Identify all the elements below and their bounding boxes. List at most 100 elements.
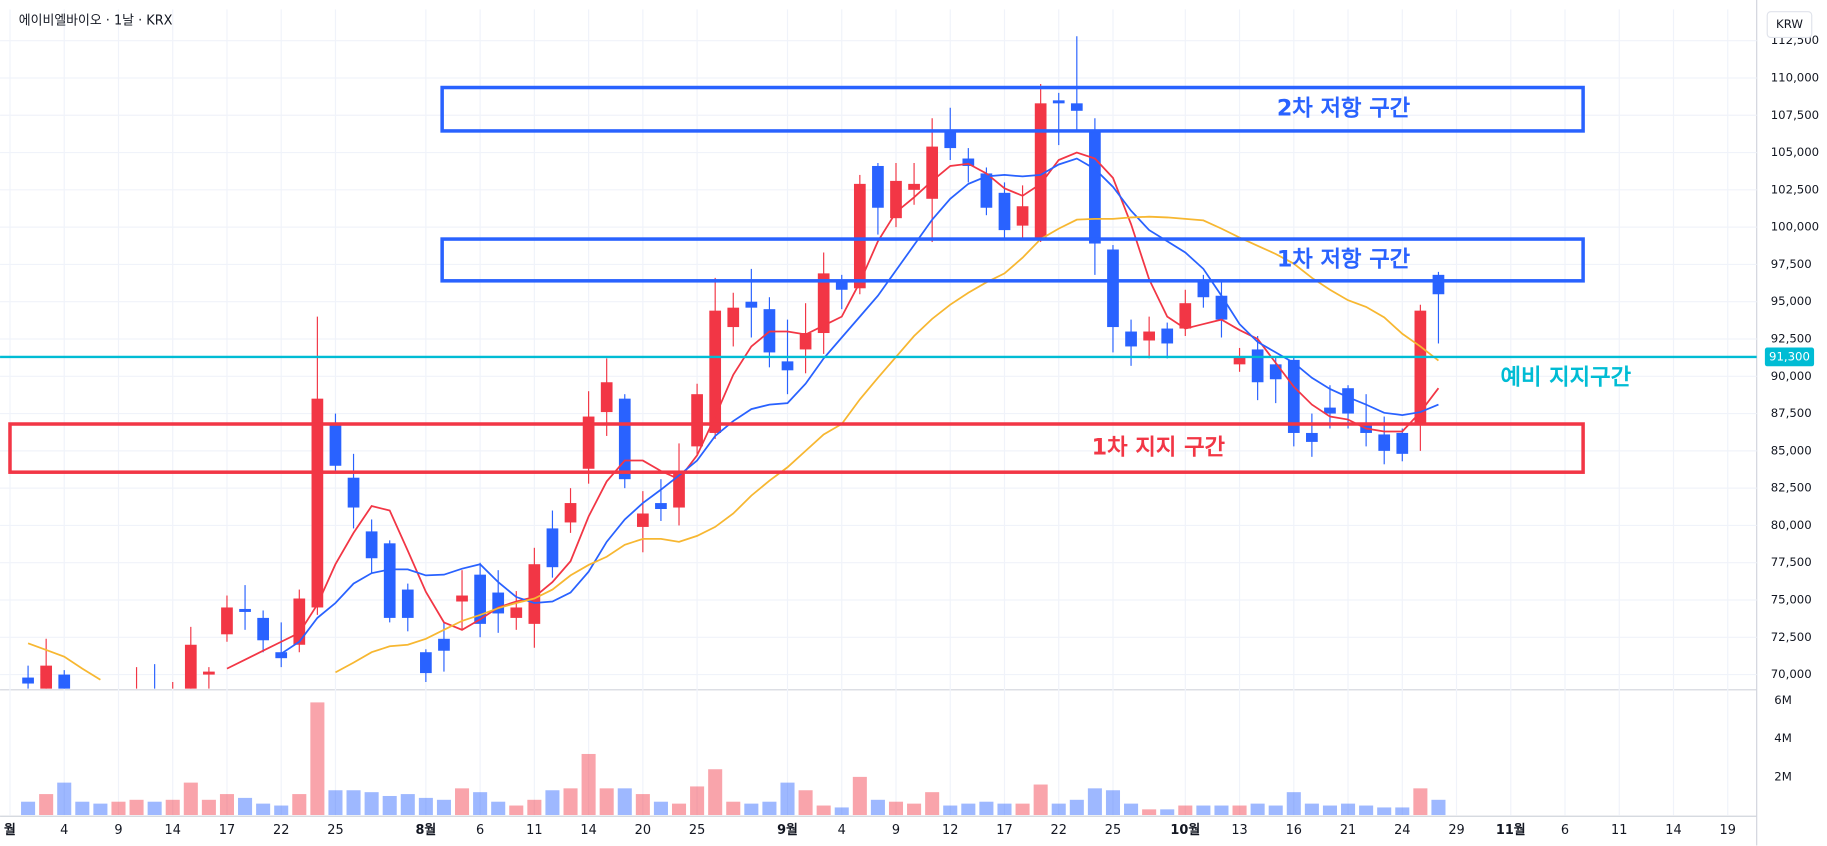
price-tag (1764, 347, 1815, 367)
zone-box (8, 422, 1585, 474)
volume-bar (1413, 788, 1428, 816)
candle-body (1378, 434, 1391, 451)
volume-bar (744, 803, 759, 816)
y-tick-label: 105,000 (1771, 145, 1819, 159)
candle-body (329, 422, 342, 466)
y-tick-label: 82,500 (1771, 481, 1812, 495)
volume-bar (111, 801, 126, 816)
x-tick-label: 10월 (1170, 822, 1200, 838)
volume-bar (1214, 805, 1229, 816)
candle-body (257, 617, 269, 641)
candle-body (980, 173, 993, 208)
candle-body (872, 165, 884, 208)
candle-body (582, 416, 595, 469)
volume-bar (1268, 805, 1283, 816)
volume-tick-label: 4M (1774, 731, 1792, 745)
x-tick-label: 17 (219, 823, 235, 838)
volume-bar (1250, 803, 1265, 816)
x-tick-label: 22 (273, 823, 289, 838)
y-tick-label: 95,000 (1771, 294, 1812, 308)
candle-body (564, 503, 577, 523)
volume-bar (1359, 805, 1374, 816)
candle-body (618, 398, 631, 480)
zone-label: 1차 저항 구간 (1277, 246, 1411, 272)
candle-body (1197, 280, 1210, 298)
volume-bar (1196, 805, 1211, 816)
volume-bar (1341, 803, 1356, 816)
currency-label[interactable]: KRW (1776, 17, 1803, 31)
x-tick-label: 9월 (777, 822, 798, 838)
volume-bar (545, 790, 560, 816)
volume-bar (1322, 805, 1337, 816)
x-tick-label: 9 (892, 823, 900, 838)
volume-bar (635, 794, 650, 816)
candle-body (1107, 249, 1119, 328)
candle-body (474, 574, 486, 624)
volume-bar (183, 782, 198, 816)
volume-bar (997, 803, 1012, 816)
x-tick-label: 9 (114, 823, 122, 838)
candle-body (600, 382, 613, 413)
volume-bar (671, 803, 687, 816)
x-tick-label: 24 (1394, 823, 1410, 838)
candle-body (365, 531, 378, 559)
volume-bar (129, 799, 144, 816)
zone-box (440, 85, 1585, 133)
candle-body (1269, 364, 1282, 380)
volume-bar (455, 788, 470, 816)
x-tick-label: 14 (165, 823, 181, 838)
candle-body (890, 180, 902, 219)
currency-button[interactable] (1766, 11, 1813, 39)
x-tick-label: 25 (1105, 823, 1121, 838)
x-tick-label: 13 (1231, 823, 1247, 838)
candle-body (1215, 295, 1228, 320)
y-tick-label: 97,500 (1771, 257, 1812, 271)
x-tick-label: 29 (1448, 823, 1464, 838)
x-tick-label: 17 (996, 823, 1012, 838)
y-tick-label: 110,000 (1771, 70, 1819, 84)
y-tick-label: 107,500 (1771, 108, 1819, 122)
x-tick-label: 6 (476, 823, 484, 838)
volume-bar (617, 788, 632, 816)
candle-body (275, 652, 288, 659)
volume-bar (834, 807, 849, 816)
x-tick-label: 월 (4, 822, 16, 838)
volume-bar (292, 794, 307, 816)
zone-label: 1차 지지 구간 (1092, 435, 1226, 461)
volume-bar (491, 801, 506, 816)
volume-bar (1015, 803, 1030, 816)
candle-body (835, 280, 848, 290)
volume-bar (1395, 807, 1410, 816)
volume-bar (690, 786, 705, 816)
price-tag-label: 91,300 (1769, 349, 1810, 363)
candle-body (655, 503, 667, 510)
candle-body (926, 146, 939, 199)
candle-body (1016, 206, 1029, 226)
candle-body (1306, 432, 1318, 442)
candle-body (1034, 103, 1047, 238)
candle-body (636, 513, 649, 527)
y-tick-label: 80,000 (1771, 518, 1812, 532)
volume-bar (961, 803, 976, 816)
volume-bar (1431, 799, 1446, 816)
volume-bar (1304, 803, 1319, 816)
volume-tick-label: 6M (1774, 693, 1792, 707)
volume-bar (1069, 799, 1084, 816)
candle-body (1179, 303, 1192, 329)
y-tick-label: 102,500 (1771, 182, 1819, 196)
candle-body (745, 301, 758, 308)
volume-bar (1105, 790, 1121, 816)
zone-label: 2차 저항 구간 (1277, 96, 1411, 122)
candle-body (1342, 388, 1354, 414)
x-tick-label: 14 (1665, 823, 1681, 838)
volume-bar (147, 801, 162, 816)
volume-bar (888, 801, 904, 816)
candle-body (962, 158, 975, 166)
candle-body (239, 608, 251, 612)
y-tick-label: 87,500 (1771, 406, 1812, 420)
volume-bar (1286, 792, 1301, 816)
volume-bar (907, 803, 922, 816)
volume-bar (1124, 803, 1139, 816)
x-tick-label: 8월 (415, 822, 436, 838)
y-tick-label: 90,000 (1771, 369, 1812, 383)
